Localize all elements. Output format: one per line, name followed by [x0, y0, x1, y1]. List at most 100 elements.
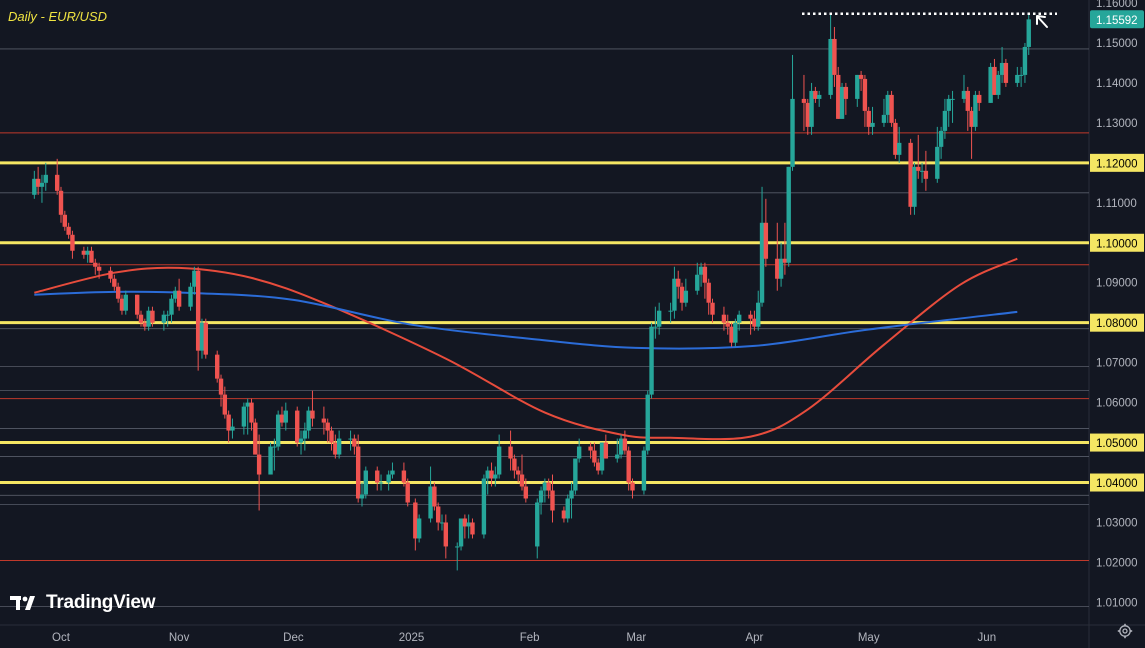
candle-body — [230, 426, 235, 431]
candle-body — [203, 322, 208, 355]
last-price-badge-bg — [1090, 10, 1144, 29]
candle-body — [996, 74, 1001, 95]
candle-body — [775, 258, 780, 279]
candle-body — [81, 250, 87, 255]
candle-body — [188, 286, 193, 307]
candle-body — [165, 314, 170, 316]
candle-body — [870, 122, 875, 127]
price-tick-label: 1.05000 — [1096, 438, 1138, 450]
candle-body — [192, 270, 197, 287]
candle-body — [413, 502, 418, 539]
time-axis[interactable]: Oct Nov Dec 2025 Feb Mar Apr May Jun — [52, 632, 996, 644]
candle-body — [683, 290, 689, 303]
price-tick-label: 1.14000 — [1096, 78, 1138, 90]
price-tick-label: 1.10000 — [1096, 238, 1138, 250]
candle-body — [839, 86, 845, 119]
candle-body — [115, 286, 121, 299]
candle-body — [275, 414, 281, 447]
candle-body — [999, 62, 1005, 75]
candle-body — [596, 462, 601, 471]
candle-body — [862, 78, 868, 111]
candle-body — [786, 166, 791, 263]
moving-averages — [34, 257, 1018, 441]
candle-body — [626, 450, 631, 483]
candle-body — [588, 446, 593, 451]
candle-body — [39, 182, 45, 187]
candle-body — [855, 74, 860, 99]
candle-body — [805, 102, 810, 127]
candle-body — [832, 38, 837, 75]
candle-body — [241, 406, 247, 427]
price-tick-label: 1.08000 — [1096, 318, 1138, 330]
candle-body — [950, 98, 955, 100]
candle-body — [298, 438, 304, 443]
candle-body — [550, 490, 555, 511]
candle-body — [935, 146, 940, 179]
candle-body — [279, 414, 285, 423]
candle-body — [352, 438, 357, 447]
candle-body — [321, 418, 327, 423]
candle-body — [641, 450, 647, 491]
candle-body — [32, 178, 37, 195]
arrow-cursor-icon — [1036, 15, 1048, 28]
candle-body — [702, 266, 708, 283]
candle-body — [66, 226, 71, 235]
candle-body — [759, 222, 765, 303]
candle-body — [272, 446, 277, 448]
candle-body — [142, 322, 148, 327]
candle-body — [516, 470, 521, 475]
candle-body — [481, 478, 487, 535]
candle-body — [146, 310, 151, 327]
candle-body — [725, 322, 730, 327]
candle-body — [733, 322, 738, 343]
price-axis[interactable]: 1.16000 1.15000 1.14000 1.13000 1.12000 1.110… — [1090, 0, 1144, 609]
candle-body — [653, 326, 658, 328]
candle-body — [916, 166, 921, 171]
candle-body — [161, 314, 167, 323]
candle-body — [150, 310, 155, 323]
candle-body — [401, 470, 407, 483]
time-tick-label: Apr — [745, 632, 763, 644]
price-tick-label: 1.01000 — [1096, 597, 1138, 609]
candle-body — [535, 502, 540, 547]
candle-body — [112, 278, 117, 287]
tradingview-label: TradingView — [46, 592, 156, 613]
last-price-label: 1.15592 — [1096, 15, 1138, 27]
chart-title: Daily - EUR/USD — [8, 9, 107, 24]
candle-body — [138, 314, 144, 323]
price-tick-label: 1.12000 — [1096, 158, 1138, 170]
candle-body — [923, 170, 929, 179]
candle-body — [519, 474, 525, 487]
candle-body — [523, 486, 529, 499]
candle-body — [1022, 46, 1028, 75]
candle-body — [809, 90, 814, 127]
candle-body — [615, 454, 620, 459]
highlighted-price-label-bg — [1090, 433, 1144, 452]
candle-body — [565, 498, 570, 519]
tradingview-logo-icon — [10, 596, 35, 610]
candle-body — [790, 98, 795, 167]
candle-body — [123, 294, 128, 311]
candle-body — [496, 446, 502, 475]
candle-body — [710, 302, 715, 315]
candle-body — [333, 442, 338, 455]
gear-icon[interactable] — [1117, 623, 1133, 639]
candle-body — [375, 470, 380, 483]
candle-body — [538, 490, 544, 503]
candle-body — [378, 482, 384, 484]
candle-body — [919, 170, 925, 172]
candle-body — [416, 518, 422, 539]
candle-body — [599, 442, 605, 471]
candle-body — [489, 470, 494, 479]
candle-body — [828, 38, 833, 95]
candle-body — [226, 414, 231, 431]
candle-body — [85, 250, 90, 255]
time-tick-label: Mar — [626, 632, 646, 644]
time-tick-label: Nov — [169, 632, 190, 644]
candle-body — [439, 522, 445, 524]
price-tick-label: 1.15000 — [1096, 38, 1138, 50]
candle-body — [173, 290, 178, 299]
time-tick-label: Oct — [52, 632, 71, 644]
